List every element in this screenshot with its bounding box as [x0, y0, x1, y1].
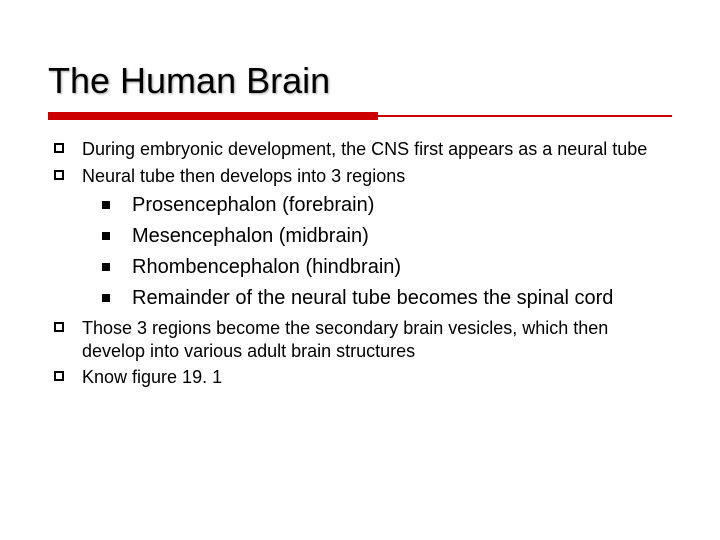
list-item: Mesencephalon (midbrain) [102, 224, 672, 249]
list-item: Those 3 regions become the secondary bra… [54, 317, 672, 362]
filled-square-icon [102, 232, 110, 240]
title-rule-thick [48, 112, 378, 120]
slide-body: During embryonic development, the CNS fi… [48, 138, 672, 389]
title-rule [48, 112, 672, 120]
list-item: Neural tube then develops into 3 regions [54, 165, 672, 188]
hollow-square-icon [54, 170, 64, 180]
list-item: Know figure 19. 1 [54, 366, 672, 389]
slide-title: The Human Brain [48, 60, 672, 102]
filled-square-icon [102, 201, 110, 209]
list-item: Rhombencephalon (hindbrain) [102, 255, 672, 280]
list-item-text: Prosencephalon (forebrain) [132, 193, 374, 218]
list-item-text: Neural tube then develops into 3 regions [82, 165, 405, 188]
hollow-square-icon [54, 143, 64, 153]
list-item-text: Remainder of the neural tube becomes the… [132, 286, 613, 311]
list-item: Remainder of the neural tube becomes the… [102, 286, 672, 311]
title-rule-thin [378, 115, 672, 117]
list-item: Prosencephalon (forebrain) [102, 193, 672, 218]
hollow-square-icon [54, 322, 64, 332]
filled-square-icon [102, 294, 110, 302]
filled-square-icon [102, 263, 110, 271]
hollow-square-icon [54, 371, 64, 381]
list-item: During embryonic development, the CNS fi… [54, 138, 672, 161]
list-item-text: Rhombencephalon (hindbrain) [132, 255, 401, 280]
list-item-text: Those 3 regions become the secondary bra… [82, 317, 672, 362]
list-item-text: Mesencephalon (midbrain) [132, 224, 369, 249]
sublist: Prosencephalon (forebrain) Mesencephalon… [102, 193, 672, 311]
list-item-text: During embryonic development, the CNS fi… [82, 138, 647, 161]
list-item-text: Know figure 19. 1 [82, 366, 222, 389]
slide: The Human Brain During embryonic develop… [0, 0, 720, 540]
